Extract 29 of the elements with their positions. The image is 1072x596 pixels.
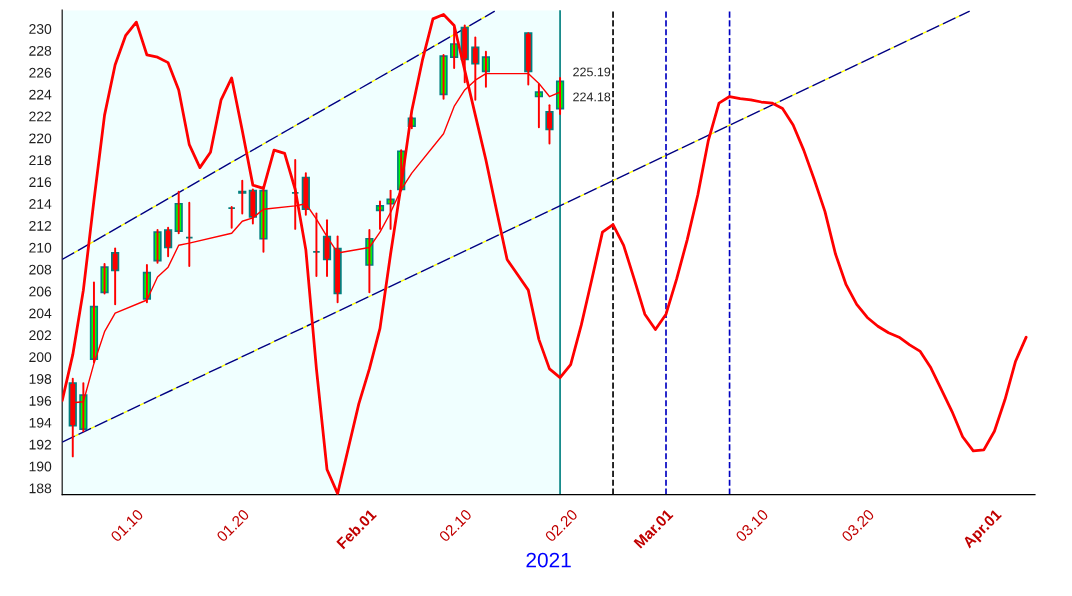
y-tick-label: 228: [29, 45, 52, 56]
y-tick-label: 188: [29, 483, 52, 494]
y-tick-label: 216: [29, 177, 52, 188]
candlestick: [153, 229, 162, 264]
y-tick-label: 198: [29, 374, 52, 384]
y-tick-label: 224: [29, 89, 52, 100]
annotation: 225.19: [573, 67, 611, 77]
y-tick-label: 202: [29, 330, 52, 341]
y-tick-label: 190: [29, 461, 52, 472]
line-series: [62, 13, 1028, 495]
y-tick-label: 194: [29, 417, 52, 428]
x-axis-title: 2021: [526, 552, 571, 568]
y-tick-label: 226: [29, 67, 52, 78]
y-tick-label: 218: [29, 155, 52, 166]
y-tick-label: 196: [29, 395, 52, 406]
y-tick-label: 192: [29, 439, 52, 450]
y-tick-label: 230: [29, 24, 52, 34]
y-tick-label: 222: [29, 111, 52, 122]
y-tick-label: 208: [29, 264, 52, 275]
y-tick-label: 220: [29, 133, 52, 144]
y-tick-label: 200: [29, 352, 52, 363]
y-tick-label: 206: [29, 286, 52, 297]
y-tick-label: 212: [29, 220, 52, 231]
candlestick: [238, 179, 247, 215]
candlestick: [545, 104, 554, 145]
y-tick-label: 214: [29, 199, 52, 209]
y-tick-label: 204: [29, 308, 52, 319]
y-tick-label: 210: [29, 242, 52, 253]
annotation: 224.18: [573, 92, 611, 102]
